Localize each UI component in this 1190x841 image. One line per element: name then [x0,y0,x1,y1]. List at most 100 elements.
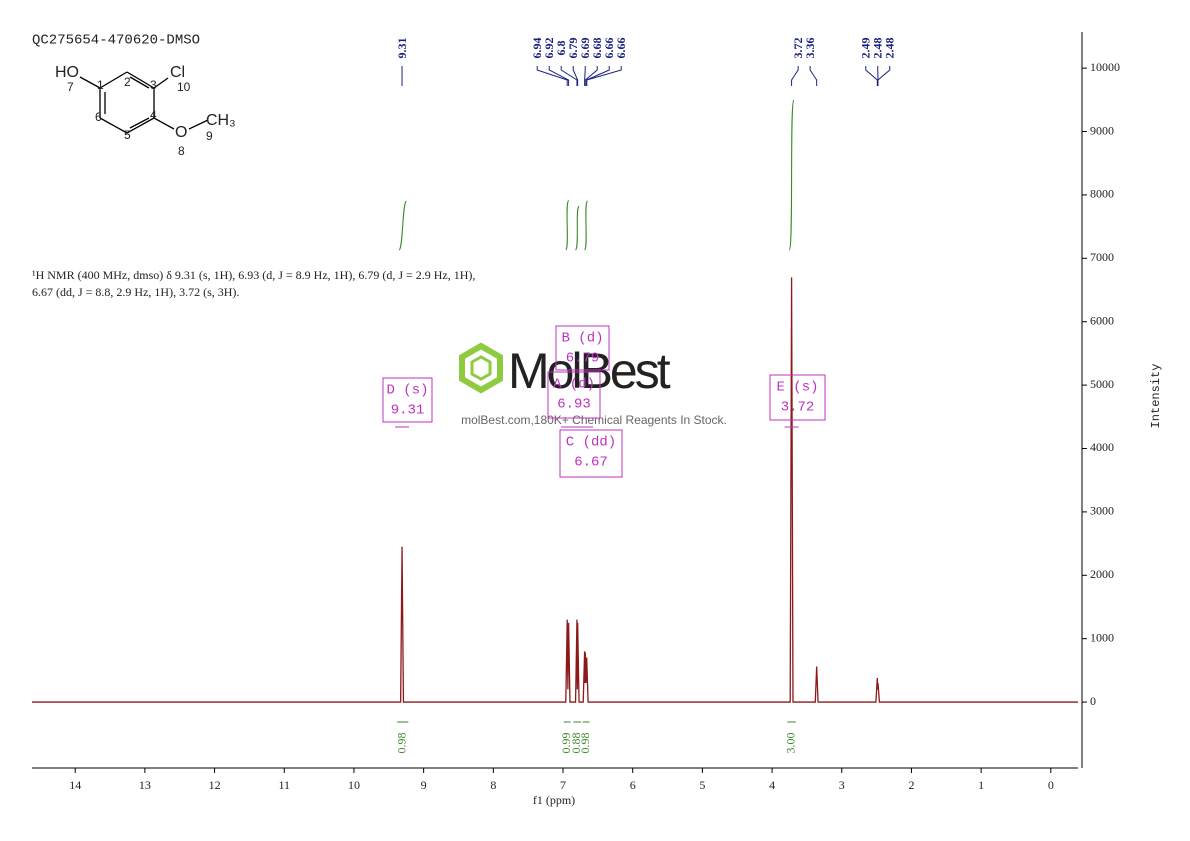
multiplet-shift: 9.31 [391,403,425,419]
y-tick-label: 4000 [1090,440,1114,454]
atom-number: 2 [124,75,131,89]
x-tick-label: 13 [139,778,151,792]
atom-number: 10 [177,80,191,94]
x-tick-label: 3 [839,778,845,792]
peak-leader [536,66,568,86]
peak-leader [586,66,622,86]
multiplet-box [559,429,623,478]
atom-number: 5 [124,128,131,142]
x-tick-label: 2 [908,778,914,792]
atom-number: 8 [178,144,185,158]
multiplet-box [547,371,601,419]
description: ¹H NMR (400 MHz, dmso) δ 9.31 (s, 1H), 6… [32,268,475,282]
peak-label: 6.8 [554,41,568,56]
atom: Cl [170,64,185,81]
peak-label: 6.79 [566,38,580,59]
peak-label: 6.68 [590,38,604,59]
y-tick-label: 5000 [1090,377,1114,391]
integral-value: 0.88 [569,733,583,754]
peak-label: 9.31 [395,38,409,59]
x-tick-label: 12 [209,778,221,792]
atom-number: 1 [97,78,104,92]
x-tick-label: 11 [278,778,290,792]
atom-number: 7 [67,80,74,94]
peak-label: 6.66 [614,38,628,59]
integral-value: 0.98 [394,733,408,754]
x-tick-label: 7 [560,778,566,792]
chart-title: QC275654-470620-DMSO [32,33,200,49]
peak-leader [560,66,578,86]
multiplet-shift: 6.67 [574,455,608,471]
description: 6.67 (dd, J = 8.8, 2.9 Hz, 1H), 3.72 (s,… [32,285,239,299]
spectrum-line [32,277,1078,703]
integral-value: 3.00 [783,733,797,754]
peak-leader [584,66,586,86]
multiplet-shift: 6.93 [557,397,591,413]
y-tick-label: 10000 [1090,60,1120,74]
x-tick-label: 5 [699,778,705,792]
structure [79,71,209,134]
x-tick-label: 4 [769,778,775,792]
peak-label: 3.72 [791,38,805,59]
integral-curve [565,199,570,251]
multiplet-label: B (d) [561,331,603,347]
peak-leader [809,66,818,86]
x-tick-label: 0 [1048,778,1054,792]
multiplet-box [555,325,610,371]
peak-leader [548,66,570,86]
atom-number: 6 [95,110,102,124]
x-axis-label: f1 (ppm) [533,793,575,807]
peak-leader [584,66,598,86]
x-tick-label: 1 [978,778,984,792]
watermark: MolBest [508,343,671,399]
integral-value: 0.99 [559,733,573,754]
x-tick-label: 6 [630,778,636,792]
peak-label: 6.66 [602,38,616,59]
peak-label: 6.69 [578,38,592,59]
integral-value: 0.98 [578,733,592,754]
atom-numbers: 1 2 3 4 5 6 7 8 9 10 [67,75,213,158]
y-axis-label: Intensity [1149,364,1163,429]
peak-leader [791,66,799,86]
integral-curve [398,200,407,251]
atom-number: 4 [150,108,157,122]
x-tick-label: 8 [490,778,496,792]
y-tick-label: 2000 [1090,567,1114,581]
multiplet-shift: 6.79 [566,351,600,367]
y-tick-label: 6000 [1090,313,1114,327]
y-tick-label: 7000 [1090,250,1114,264]
atom-number: 9 [206,129,213,143]
y-tick-label: 9000 [1090,123,1114,137]
y-tick-label: 1000 [1090,630,1114,644]
multiplet-label: E (s) [776,380,818,396]
y-tick-label: 3000 [1090,504,1114,518]
atom: O [175,124,187,141]
multiplet-label: D (s) [386,383,428,399]
peak-label: 6.94 [530,38,544,59]
peak-label: 2.48 [883,38,897,59]
peak-leader [865,66,878,86]
peak-label: 2.48 [871,38,885,59]
peak-leader [572,66,579,86]
atom: CH₃ [206,112,236,129]
multiplet-label: C (dd) [566,435,616,451]
atom-labels: HO Cl O CH₃ [55,64,236,141]
x-tick-label: 10 [348,778,360,792]
y-tick-label: 0 [1090,694,1096,708]
peak-label: 3.36 [803,38,817,59]
watermark-caption: molBest.com,180K+ Chemical Reagents In S… [461,413,727,427]
multiplet-shift: 3.72 [781,400,815,416]
multiplet-box [382,377,433,423]
x-tick-label: 9 [421,778,427,792]
atom-number: 3 [150,78,157,92]
watermark-logo [459,342,503,394]
multiplet-label: A (d) [553,377,595,393]
y-tick-label: 8000 [1090,187,1114,201]
atom: HO [55,64,79,81]
x-tick-label: 14 [69,778,81,792]
peak-leader [877,66,891,86]
integral-curve [574,205,580,251]
peak-label: 2.49 [859,38,873,59]
integral-curve [788,99,795,251]
